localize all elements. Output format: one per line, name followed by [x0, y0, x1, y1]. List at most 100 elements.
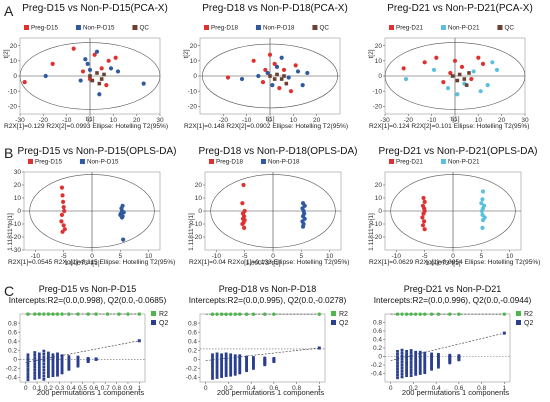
q2-point — [229, 364, 233, 368]
y-axis-label: 1.11811*to[1] — [7, 213, 14, 251]
q2-point — [215, 368, 219, 372]
q2-point — [220, 372, 223, 376]
q2-point — [215, 357, 219, 361]
q2-point — [405, 366, 408, 369]
data-point-qc — [90, 78, 95, 83]
panel-subtitle: Intercepts:R2=(0.0,0.998), Q2(0.0,-0.068… — [9, 295, 167, 305]
y-tick-label: 0 — [193, 357, 197, 364]
data-point-preg-d21 — [420, 223, 426, 228]
x-tick-label: 0.2 — [44, 385, 53, 392]
x-tick-label: 0.4 — [67, 385, 76, 392]
x-tick-label: 0.6 — [454, 385, 463, 392]
plot-frame — [199, 313, 326, 383]
q2-point — [238, 354, 242, 358]
q2-point — [414, 358, 418, 362]
legend-swatch — [255, 25, 261, 30]
q2-point — [396, 352, 399, 356]
data-point-preg-d15 — [61, 199, 66, 204]
data-point-non-p-d15 — [97, 92, 102, 97]
data-point-qc — [467, 71, 471, 75]
q2-point — [400, 375, 404, 379]
q2-point — [47, 369, 50, 373]
q2-point — [33, 374, 37, 377]
legend-label-r2: R2 — [339, 311, 348, 318]
x-axis-label: t[1] — [85, 116, 94, 123]
hotelling-ellipse — [384, 42, 526, 110]
q2-point — [414, 363, 418, 366]
q2-point — [245, 355, 248, 359]
data-point-non-p-d21 — [480, 189, 486, 194]
q2-point — [414, 372, 418, 376]
q2-point — [229, 362, 233, 366]
data-point-preg-d15 — [61, 205, 66, 210]
q2-point — [211, 374, 214, 378]
q2-point — [211, 366, 214, 370]
q2-point — [418, 360, 422, 364]
q2-point — [67, 366, 71, 370]
q2-point — [437, 360, 440, 363]
legend-swatch-r2 — [331, 311, 336, 316]
data-point-non-p-d18 — [295, 69, 301, 74]
q2-point — [423, 366, 427, 370]
data-point-preg-d15 — [61, 223, 66, 228]
hotelling-ellipse — [202, 43, 338, 109]
q2-point — [60, 365, 64, 369]
data-point-preg-d18 — [272, 61, 277, 66]
q2-point — [26, 358, 30, 362]
r2-point — [317, 312, 322, 316]
y-tick-label: -20 — [8, 104, 18, 111]
q2-point — [56, 364, 59, 368]
q2-point — [229, 353, 233, 357]
q2-point — [418, 362, 422, 366]
panel-title: Preg-D18 vs Non-P-D18(PCA-X) — [202, 3, 348, 14]
legend-label: Non-P-D15 — [83, 25, 115, 32]
section-label-a: A — [4, 3, 14, 19]
legend-swatch — [389, 25, 394, 30]
q2-point — [423, 364, 427, 368]
q2-point — [47, 356, 50, 360]
q2-point — [220, 370, 223, 374]
q2-point — [224, 352, 228, 356]
q2-point — [47, 367, 50, 371]
q2-point — [400, 351, 404, 355]
q2-point — [67, 362, 71, 366]
y-tick-label: -0.2 — [371, 362, 383, 369]
x-tick-label: 0 — [88, 117, 92, 124]
q2-point — [245, 369, 248, 373]
legend-label-r2: R2 — [524, 311, 533, 318]
q2-point — [430, 361, 433, 364]
data-point-non-p-d18 — [279, 55, 284, 60]
q2-point — [238, 360, 242, 363]
data-point-preg-d21 — [448, 70, 453, 76]
q2-point — [60, 360, 64, 363]
q2-point — [409, 354, 413, 358]
y-axis-label: 1.11811*to[1] — [368, 213, 375, 251]
data-point-non-p-d18 — [300, 224, 306, 229]
x-tick-label: 0.6 — [89, 385, 98, 392]
legend-label: Preg-D18 — [216, 159, 243, 166]
data-point-preg-d18 — [240, 201, 245, 206]
q2-point — [252, 356, 255, 359]
r2-point — [67, 312, 71, 316]
q2-point — [414, 365, 418, 369]
y-tick-label: 0.4 — [8, 338, 17, 345]
q2-point — [67, 355, 71, 359]
data-point-non-p-d15 — [108, 66, 114, 71]
panel-a1: Preg-D15 vs Non-P-D15(PCA-X) -30 -20 -10 0 10… — [3, 3, 168, 130]
y-tick-label: -20 — [12, 234, 22, 241]
r2-point — [219, 312, 224, 316]
q2-point — [430, 364, 433, 368]
q2-point — [409, 365, 413, 369]
y-tick-label: 0.6 — [8, 329, 17, 336]
q2-point — [233, 372, 237, 376]
q2-point — [224, 367, 228, 370]
q2-point — [418, 367, 422, 371]
data-point-non-p-d15 — [43, 73, 48, 79]
y-tick-label: -0.4 — [371, 371, 383, 378]
q2-point — [317, 346, 321, 350]
q2-point — [42, 365, 46, 369]
q2-point — [215, 362, 219, 366]
q2-point — [430, 359, 433, 363]
q2-point — [60, 369, 64, 373]
r2-point — [409, 312, 413, 316]
